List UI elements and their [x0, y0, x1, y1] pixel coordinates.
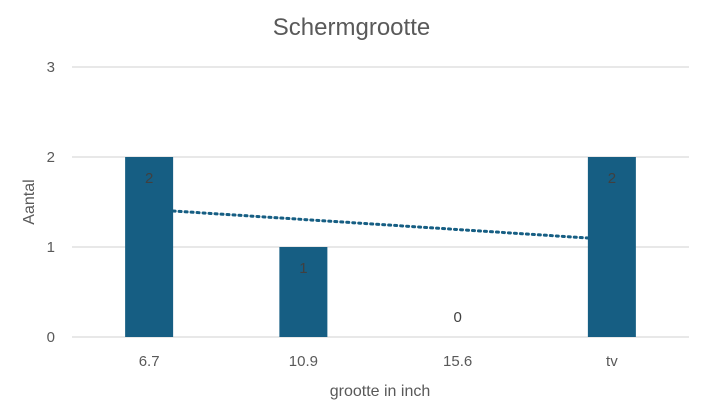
x-tick-label-3: tv [606, 353, 618, 370]
bar-1 [279, 247, 328, 337]
x-tick-label-0: 6.7 [139, 353, 160, 370]
bars [125, 157, 636, 337]
grid-lines [72, 66, 689, 338]
data-label-2: 0 [453, 309, 461, 326]
bar-3 [587, 157, 636, 337]
y-tick-label-1: 1 [47, 239, 55, 256]
y-axis-ticks: 0 1 2 3 [47, 59, 55, 346]
y-tick-label-0: 0 [47, 329, 55, 346]
chart-title: Schermgrootte [273, 14, 430, 41]
x-axis-ticks: 6.7 10.9 15.6 tv [139, 353, 619, 370]
y-axis-title: Aantal [21, 179, 38, 224]
bar-0 [125, 157, 174, 337]
data-label-1: 1 [299, 260, 307, 277]
y-tick-label-3: 3 [47, 59, 55, 76]
x-tick-label-2: 15.6 [443, 353, 472, 370]
x-axis-title: grootte in inch [330, 383, 431, 400]
trendline-group [171, 209, 590, 240]
data-labels: 2 1 0 2 [145, 170, 616, 326]
x-tick-label-1: 10.9 [289, 353, 318, 370]
data-label-3: 2 [608, 170, 616, 187]
data-label-0: 2 [145, 170, 153, 187]
trendline [171, 209, 590, 240]
y-tick-label-2: 2 [47, 149, 55, 166]
